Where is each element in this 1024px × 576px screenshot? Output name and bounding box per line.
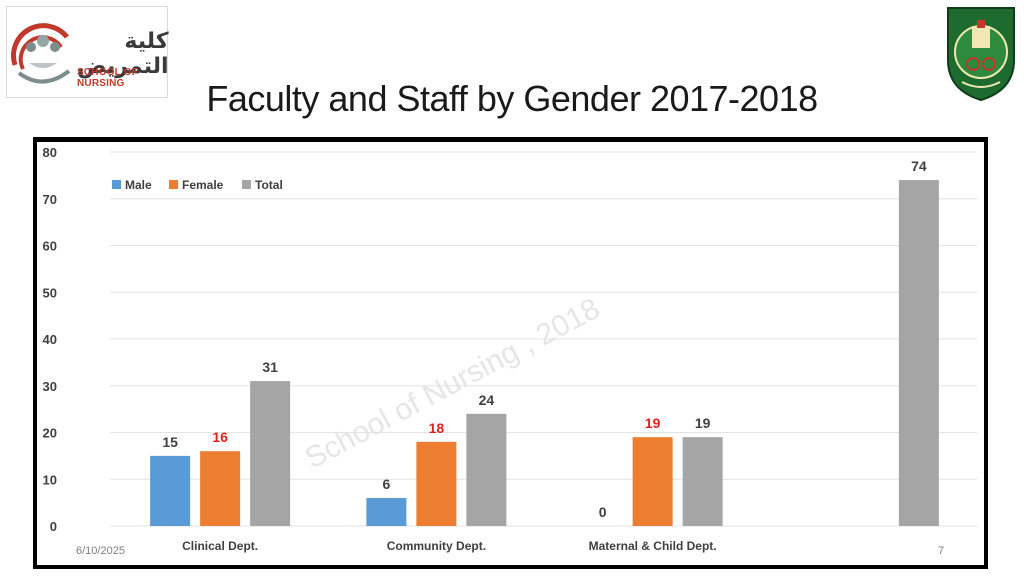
bar — [632, 437, 673, 526]
legend-swatch — [112, 180, 121, 189]
data-label: 19 — [645, 415, 661, 431]
slide-number: 7 — [938, 545, 945, 557]
legend-swatch — [169, 180, 178, 189]
bar — [416, 441, 457, 526]
logo-arabic-text: كلية التمريض — [77, 29, 169, 79]
x-tick-label: Clinical Dept. — [182, 539, 258, 553]
nursing-logo-icon — [11, 23, 71, 84]
x-tick-label: Maternal & Child Dept. — [589, 539, 717, 553]
slide-date: 6/10/2025 — [76, 545, 125, 557]
y-tick-label: 20 — [43, 426, 57, 441]
university-crest-icon — [947, 7, 1015, 102]
logo-english-text: SCHOOL OF NURSING — [77, 67, 139, 89]
y-tick-label: 10 — [43, 472, 57, 487]
data-label: 0 — [599, 504, 607, 520]
legend-label: Male — [125, 178, 152, 192]
data-label: 15 — [162, 434, 178, 450]
y-tick-label: 30 — [43, 379, 57, 394]
y-tick-label: 40 — [43, 332, 57, 347]
slide-title: Faculty and Staff by Gender 2017-2018 — [206, 78, 818, 119]
data-label: 19 — [695, 415, 711, 431]
school-of-nursing-logo: كلية التمريض SCHOOL OF NURSING — [6, 6, 169, 98]
bar — [250, 381, 291, 526]
data-label: 31 — [262, 359, 278, 375]
chart-frame: School of Nursing , 2018 0 10 20 30 40 50 60 70 8… — [33, 137, 988, 569]
data-label: 6 — [382, 476, 390, 492]
bar — [466, 413, 507, 526]
bar — [898, 180, 939, 527]
data-label: 16 — [212, 429, 228, 445]
data-label: 74 — [911, 158, 927, 174]
data-label: 24 — [479, 392, 495, 408]
x-tick-label: Community Dept. — [387, 539, 486, 553]
bar-chart: School of Nursing , 20180102030405060708… — [43, 145, 977, 553]
legend-label: Female — [182, 178, 224, 192]
data-label: 18 — [429, 420, 445, 436]
legend-label: Total — [255, 178, 283, 192]
legend-swatch — [242, 180, 251, 189]
bar — [682, 437, 723, 526]
bar — [200, 451, 241, 526]
bar — [366, 497, 407, 526]
y-tick-label: 0 — [50, 519, 57, 534]
y-tick-label: 70 — [43, 192, 57, 207]
y-tick-label: 50 — [43, 285, 57, 300]
y-tick-label: 80 — [43, 145, 57, 160]
bar — [150, 455, 191, 526]
y-tick-label: 60 — [43, 239, 57, 254]
